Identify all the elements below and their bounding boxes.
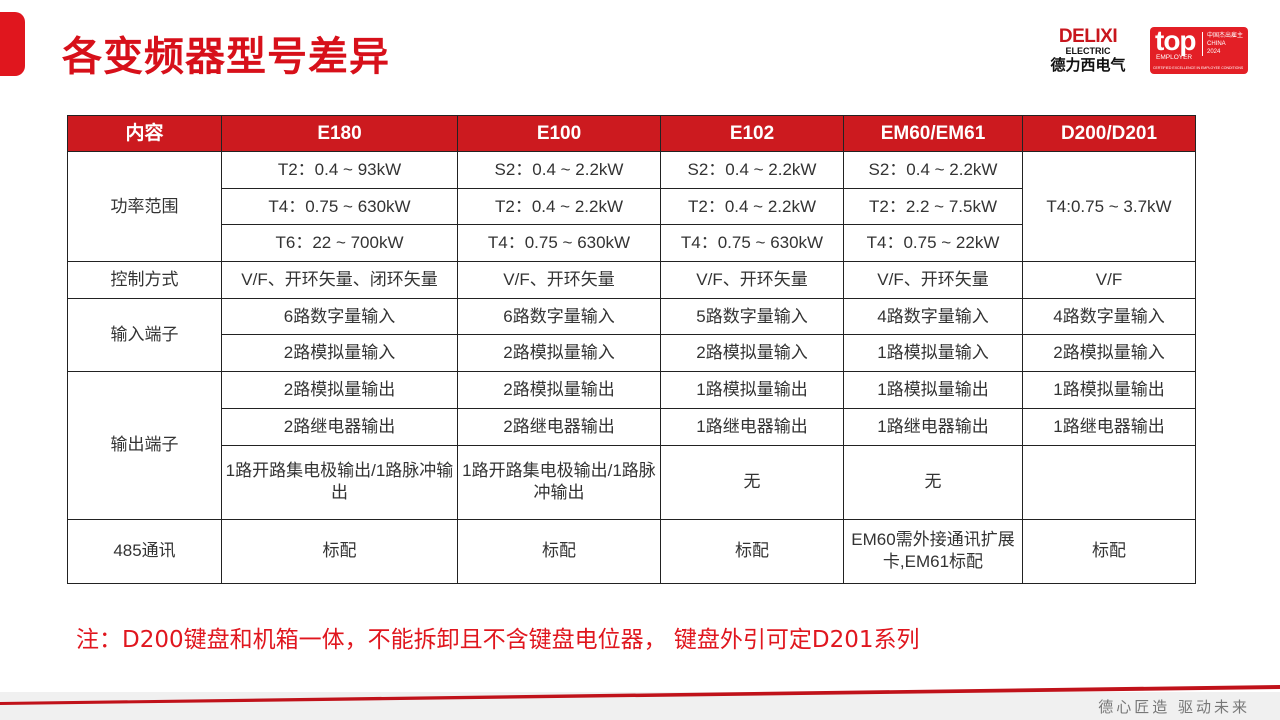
delixi-logo-cn: 德力西电气 <box>1050 56 1126 74</box>
table-cell: S2：0.4 ~ 2.2kW <box>843 151 1023 189</box>
table-cell: 标配 <box>660 518 844 584</box>
table-cell: V/F、开环矢量 <box>843 261 1023 299</box>
table-cell: 2路继电器输出 <box>457 407 661 446</box>
table-cell: T2：0.4 ~ 2.2kW <box>457 187 661 226</box>
table-cell: 4路数字量输入 <box>1022 297 1196 336</box>
table-cell: 1路继电器输出 <box>660 407 844 446</box>
table-row: T6：22 ~ 700kW T4：0.75 ~ 630kW T4：0.75 ~ … <box>68 224 1196 263</box>
table-cell: 无 <box>843 444 1023 520</box>
table-row: 485通讯 标配 标配 标配 EM60需外接通讯扩展卡,EM61标配 标配 <box>67 518 1196 584</box>
year-text: 2024 <box>1207 49 1221 55</box>
cert-text: CERTIFIED EXCELLENCE IN EMPLOYEE CONDITI… <box>1153 66 1244 70</box>
delixi-logo-en: DELIXI <box>1058 26 1118 47</box>
comparison-table: 内容 E180 E100 E102 EM60/EM61 D200/D201 功率… <box>67 115 1196 584</box>
table-cell: T4：0.75 ~ 630kW <box>221 187 458 226</box>
table-cell: T2：0.4 ~ 2.2kW <box>660 187 844 226</box>
header-cell: E100 <box>457 115 661 152</box>
china-text: CHINA <box>1207 41 1226 47</box>
table-cell: EM60需外接通讯扩展卡,EM61标配 <box>843 518 1023 584</box>
table-cell: T2：2.2 ~ 7.5kW <box>843 187 1023 226</box>
table-cell: T4：0.75 ~ 22kW <box>843 224 1023 263</box>
table-row: 1路开路集电极输出/1路脉冲输出 1路开路集电极输出/1路脉冲输出 无 无 <box>68 444 1196 520</box>
table-cell: 2路模拟量输入 <box>457 334 661 373</box>
table-cell: T4:0.75 ~ 3.7kW <box>1022 150 1196 263</box>
header-cell: E102 <box>660 115 844 152</box>
table-cell: T6：22 ~ 700kW <box>221 224 458 263</box>
table-cell: 标配 <box>1022 518 1196 584</box>
table-cell: T4：0.75 ~ 630kW <box>457 224 661 263</box>
table-cell: T4：0.75 ~ 630kW <box>660 224 844 263</box>
table-row: 功率范围 T2：0.4 ~ 93kW S2：0.4 ~ 2.2kW S2：0.4… <box>67 150 1196 263</box>
table-cell: V/F、开环矢量 <box>457 261 661 299</box>
table-cell: 1路继电器输出 <box>843 407 1023 446</box>
table-cell: 1路继电器输出 <box>1022 407 1196 446</box>
table-row: T4：0.75 ~ 630kW T2：0.4 ~ 2.2kW T2：0.4 ~ … <box>68 187 1196 226</box>
table-cell: 1路模拟量输出 <box>1022 371 1196 409</box>
table-cell: 1路开路集电极输出/1路脉冲输出 <box>457 444 661 520</box>
table-row: 2路继电器输出 2路继电器输出 1路继电器输出 1路继电器输出 1路继电器输出 <box>68 407 1196 446</box>
header-cell: D200/D201 <box>1022 115 1196 152</box>
row-label: 输出端子 <box>67 371 222 520</box>
table-row: 控制方式 V/F、开环矢量、闭环矢量 V/F、开环矢量 V/F、开环矢量 V/F… <box>67 261 1196 299</box>
footnote: 注：D200键盘和机箱一体，不能拆卸且不含键盘电位器， 键盘外引可定D201系列 <box>76 627 920 653</box>
table-cell: S2：0.4 ~ 2.2kW <box>660 151 844 189</box>
table-cell: V/F、开环矢量 <box>660 261 844 299</box>
table-cell: 2路模拟量输出 <box>457 371 661 409</box>
top-text: top <box>1155 25 1197 56</box>
table-cell: 1路模拟量输入 <box>843 334 1023 373</box>
table-cell: 2路模拟量输入 <box>1022 334 1196 373</box>
table-row: 输入端子 6路数字量输入 6路数字量输入 5路数字量输入 4路数字量输入 4路数… <box>67 297 1196 373</box>
table-cell: 4路数字量输入 <box>843 297 1023 336</box>
table-cell: 2路继电器输出 <box>221 407 458 446</box>
table-cell: V/F、开环矢量、闭环矢量 <box>221 261 458 299</box>
table-cell: 6路数字量输入 <box>221 297 458 336</box>
table-cell: V/F <box>1022 261 1196 299</box>
table-cell: 2路模拟量输出 <box>221 371 458 409</box>
top-employer-logo: top EMPLOYER 中国杰出雇主 CHINA 2024 CERTIFIED… <box>1150 25 1248 74</box>
table-cell: T2：0.4 ~ 93kW <box>221 151 458 189</box>
table-cell <box>1022 444 1196 520</box>
table-cell: 1路开路集电极输出/1路脉冲输出 <box>221 444 458 520</box>
table-cell: 6路数字量输入 <box>457 297 661 336</box>
table-header-row: 内容 E180 E100 E102 EM60/EM61 D200/D201 <box>67 115 1196 152</box>
header-cell: 内容 <box>67 115 222 152</box>
table-cell: 2路模拟量输入 <box>660 334 844 373</box>
employer-text: EMPLOYER <box>1156 54 1193 61</box>
delixi-logo-sub: ELECTRIC <box>1065 46 1111 56</box>
delixi-logo: DELIXI ELECTRIC 德力西电气 <box>1042 26 1134 74</box>
slogan: 德心匠造 驱动未来 <box>1098 698 1250 716</box>
row-label: 控制方式 <box>67 261 222 299</box>
header-cell: EM60/EM61 <box>843 115 1023 152</box>
row-label: 输入端子 <box>67 297 222 373</box>
title-accent-bar <box>0 12 25 76</box>
table-cell: 标配 <box>221 518 458 584</box>
table-row: 输出端子 2路模拟量输出 2路模拟量输出 1路模拟量输出 1路模拟量输出 1路模… <box>67 371 1196 520</box>
table-cell: 标配 <box>457 518 661 584</box>
table-cell: 5路数字量输入 <box>660 297 844 336</box>
table-cell: S2：0.4 ~ 2.2kW <box>457 151 661 189</box>
row-label: 485通讯 <box>67 518 222 584</box>
table-cell: 1路模拟量输出 <box>843 371 1023 409</box>
header-cell: E180 <box>221 115 458 152</box>
table-row: 2路模拟量输入 2路模拟量输入 2路模拟量输入 1路模拟量输入 2路模拟量输入 <box>68 334 1196 373</box>
table-cell: 无 <box>660 444 844 520</box>
footer-red-line <box>0 685 1280 705</box>
cn-text: 中国杰出雇主 <box>1207 33 1244 39</box>
table-cell: 2路模拟量输入 <box>221 334 458 373</box>
page-title: 各变频器型号差异 <box>62 34 390 80</box>
table-cell: 1路模拟量输出 <box>660 371 844 409</box>
top-employer-right: 中国杰出雇主 CHINA 2024 <box>1202 32 1243 56</box>
row-label: 功率范围 <box>67 150 222 263</box>
